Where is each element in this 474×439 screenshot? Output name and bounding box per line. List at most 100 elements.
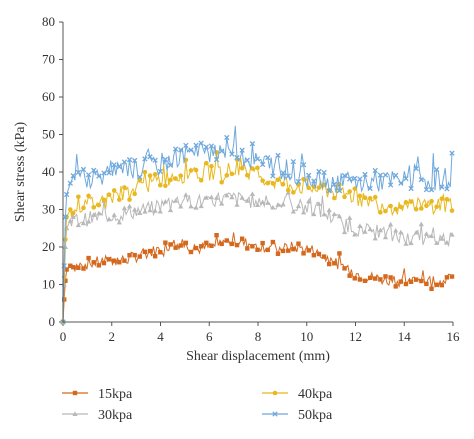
- data-point: [270, 239, 276, 245]
- legend-label: 40kpa: [298, 387, 333, 402]
- data-point: [301, 251, 306, 256]
- data-point: [347, 189, 352, 194]
- series-50kpa: [60, 125, 455, 325]
- data-point: [428, 233, 435, 239]
- data-point: [290, 208, 296, 214]
- data-point: [229, 151, 235, 157]
- data-point: [71, 264, 76, 270]
- data-point: [178, 173, 184, 179]
- data-point: [239, 236, 245, 241]
- data-point: [198, 203, 204, 209]
- data-point: [67, 180, 73, 186]
- data-point: [91, 205, 97, 210]
- data-point: [188, 147, 194, 153]
- data-point: [347, 273, 352, 278]
- data-point: [372, 167, 378, 174]
- data-point: [126, 203, 133, 209]
- data-point: [111, 188, 117, 193]
- data-point: [214, 233, 219, 238]
- data-point: [239, 147, 245, 153]
- data-point: [341, 229, 348, 235]
- data-point: [388, 275, 393, 280]
- data-point: [178, 203, 184, 209]
- x-tick-label: 8: [255, 329, 262, 344]
- data-point: [398, 204, 404, 210]
- data-point: [403, 281, 409, 287]
- data-point: [111, 162, 117, 168]
- data-point: [341, 173, 348, 179]
- data-point: [157, 208, 163, 214]
- data-point: [127, 253, 132, 258]
- data-point: [265, 247, 270, 253]
- data-point: [428, 187, 435, 193]
- data-point: [419, 206, 424, 211]
- x-tick-label: 10: [300, 329, 313, 344]
- data-point: [147, 173, 153, 178]
- data-point: [91, 260, 96, 265]
- data-point: [357, 193, 363, 199]
- data-point: [362, 229, 368, 234]
- data-point: [311, 178, 317, 184]
- data-point: [81, 205, 86, 211]
- data-point: [434, 166, 440, 173]
- data-point: [142, 156, 148, 162]
- data-point: [167, 162, 174, 168]
- data-point: [68, 263, 73, 268]
- y-tick-label: 60: [42, 89, 55, 104]
- data-point: [116, 164, 122, 170]
- y-tick-label: 0: [49, 314, 56, 329]
- data-point: [408, 279, 414, 284]
- data-point: [137, 210, 143, 215]
- data-point: [193, 205, 199, 210]
- data-point: [424, 203, 429, 209]
- data-point: [75, 222, 81, 228]
- legend-swatch-marker: [72, 390, 78, 396]
- data-point: [429, 198, 434, 204]
- data-point: [163, 240, 168, 245]
- data-point: [63, 237, 68, 242]
- data-point: [403, 200, 409, 205]
- data-point: [331, 181, 337, 188]
- data-point: [439, 236, 445, 241]
- data-point: [106, 257, 112, 262]
- data-point: [178, 147, 184, 153]
- data-point: [362, 278, 368, 284]
- legend-swatch-marker: [72, 411, 78, 416]
- legend-swatch-marker: [272, 390, 278, 396]
- y-axis-title: Shear stress (kPa): [13, 122, 28, 223]
- data-point: [372, 194, 378, 200]
- data-point: [203, 195, 209, 200]
- data-point: [393, 284, 398, 289]
- data-point: [173, 176, 178, 181]
- data-point: [408, 199, 414, 204]
- data-point: [162, 198, 168, 204]
- data-point: [439, 196, 445, 202]
- data-point: [387, 182, 394, 188]
- data-point: [96, 263, 102, 268]
- data-point: [393, 206, 399, 212]
- data-point: [121, 159, 128, 165]
- data-point: [157, 182, 163, 188]
- data-point: [403, 241, 409, 246]
- data-point: [229, 171, 235, 177]
- data-point: [127, 197, 132, 202]
- data-point: [265, 200, 271, 205]
- data-point: [96, 202, 102, 208]
- data-point: [219, 241, 224, 247]
- data-point: [444, 196, 450, 202]
- data-point: [122, 258, 127, 263]
- data-point: [316, 201, 322, 206]
- data-point: [296, 241, 301, 246]
- data-point: [254, 202, 261, 208]
- data-point: [326, 207, 332, 213]
- data-point: [245, 246, 250, 251]
- data-point: [204, 240, 209, 246]
- data-point: [260, 199, 266, 205]
- data-point: [152, 254, 158, 259]
- data-point: [336, 213, 343, 219]
- data-point: [132, 157, 138, 164]
- data-point: [393, 172, 399, 178]
- data-point: [152, 208, 158, 213]
- data-point: [204, 160, 209, 166]
- data-point: [434, 204, 439, 210]
